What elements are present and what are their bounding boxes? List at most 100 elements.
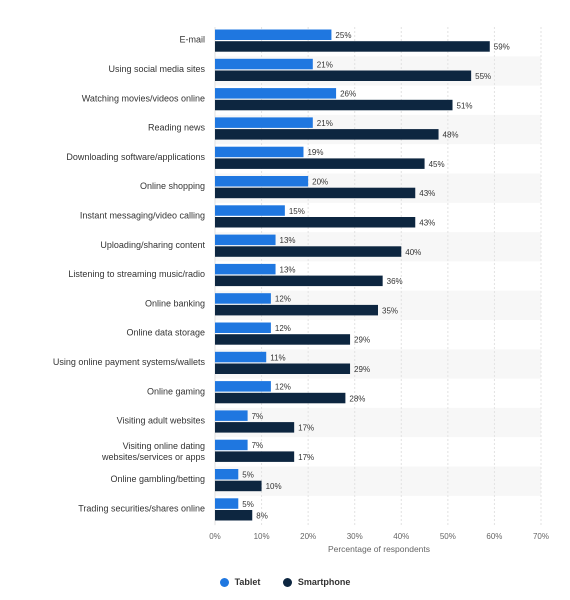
data-label: 45% — [429, 160, 445, 169]
data-label: 21% — [317, 119, 333, 128]
category-label: Trading securities/shares online — [78, 503, 205, 513]
category-label: Using online payment systems/wallets — [53, 357, 206, 367]
bar-smartphone[interactable] — [215, 275, 383, 287]
bar-tablet[interactable] — [215, 234, 276, 246]
data-label: 12% — [275, 383, 291, 392]
category-label: Uploading/sharing content — [100, 240, 205, 250]
x-axis-title: Percentage of respondents — [328, 544, 430, 554]
data-label: 5% — [242, 471, 254, 480]
data-label: 21% — [317, 60, 333, 69]
bar-smartphone[interactable] — [215, 187, 416, 199]
data-label: 7% — [252, 412, 264, 421]
category-label: Reading news — [148, 123, 206, 133]
category-label: Online gambling/betting — [110, 474, 205, 484]
bar-tablet[interactable] — [215, 29, 332, 41]
data-label: 29% — [354, 365, 370, 374]
x-tick-label: 70% — [533, 532, 549, 541]
data-label: 26% — [340, 90, 356, 99]
bar-smartphone[interactable] — [215, 363, 351, 375]
category-label: Listening to streaming music/radio — [68, 269, 205, 279]
data-label: 19% — [307, 148, 323, 157]
data-label: 29% — [354, 336, 370, 345]
category-labels: E-mail Using social media sites Watching m… — [53, 35, 206, 514]
x-tick-label: 20% — [300, 532, 316, 541]
x-tick-label: 60% — [486, 532, 502, 541]
data-label: 55% — [475, 72, 491, 81]
bar-tablet[interactable] — [215, 176, 309, 187]
category-label: E-mail — [179, 35, 205, 45]
bar-tablet[interactable] — [215, 439, 248, 451]
bar-smartphone[interactable] — [215, 480, 262, 492]
data-label: 10% — [266, 482, 282, 491]
bar-tablet[interactable] — [215, 146, 304, 158]
bar-smartphone[interactable] — [215, 129, 439, 140]
category-label: Watching movies/videos online — [82, 93, 205, 103]
bar-tablet[interactable] — [215, 351, 267, 363]
data-label: 43% — [419, 219, 435, 228]
category-label: Online data storage — [126, 328, 205, 338]
bar-tablet[interactable] — [215, 263, 276, 275]
data-label: 51% — [457, 101, 473, 110]
x-tick-label: 10% — [254, 532, 270, 541]
data-label: 17% — [298, 424, 314, 433]
category-label: Visiting adult websites — [117, 416, 206, 426]
data-label: 36% — [387, 277, 403, 286]
data-label: 17% — [298, 453, 314, 462]
legend-swatch-tablet — [219, 577, 229, 587]
bar-tablet[interactable] — [215, 293, 271, 304]
bar-smartphone[interactable] — [215, 422, 295, 433]
x-tick-label: 0% — [209, 532, 221, 541]
data-label: 35% — [382, 306, 398, 315]
data-label: 48% — [443, 131, 459, 140]
bar-tablet[interactable] — [215, 117, 313, 128]
data-label: 11% — [270, 353, 285, 362]
data-label: 15% — [289, 207, 305, 216]
category-label: Visiting online dating websites/services … — [101, 441, 206, 462]
data-label: 13% — [280, 236, 296, 245]
bar-smartphone[interactable] — [215, 41, 490, 52]
category-label: Using social media sites — [108, 64, 205, 74]
bar-smartphone[interactable] — [215, 510, 253, 521]
x-tick-label: 40% — [393, 532, 409, 541]
bar-tablet[interactable] — [215, 322, 271, 334]
legend-item-tablet[interactable]: Tablet — [219, 577, 261, 587]
bar-smartphone[interactable] — [215, 334, 351, 345]
bar-chart: 25% 59% 21% 55% 26% 51% 21% 48% 19% 45% 20% 43% 15% 4… — [53, 27, 549, 554]
data-label: 12% — [275, 295, 291, 304]
bar-tablet[interactable] — [215, 205, 285, 216]
x-tick-label: 50% — [440, 532, 456, 541]
bar-tablet[interactable] — [215, 410, 248, 421]
bar-smartphone[interactable] — [215, 304, 378, 316]
category-label: Instant messaging/video calling — [80, 210, 205, 220]
category-label: Downloading software/applications — [66, 152, 205, 162]
legend-swatch-smartphone — [282, 577, 292, 587]
bars: 25% 59% 21% 55% 26% 51% 21% 48% 19% 45% 20% 43% 15% 4… — [215, 29, 510, 521]
row-band — [215, 466, 541, 496]
bar-smartphone[interactable] — [215, 217, 416, 228]
bar-tablet[interactable] — [215, 469, 239, 480]
bar-smartphone[interactable] — [215, 392, 346, 404]
bar-smartphone[interactable] — [215, 451, 295, 462]
bar-tablet[interactable] — [215, 88, 337, 99]
x-tick-label: 30% — [347, 532, 363, 541]
bar-smartphone[interactable] — [215, 99, 453, 111]
data-label: 12% — [275, 324, 291, 333]
category-label: Online banking — [145, 298, 205, 308]
bar-smartphone[interactable] — [215, 246, 402, 257]
bar-tablet[interactable] — [215, 381, 271, 392]
legend-label-tablet: Tablet — [234, 577, 261, 587]
data-label: 25% — [335, 31, 351, 40]
data-label: 20% — [312, 178, 328, 187]
bar-smartphone[interactable] — [215, 158, 425, 169]
data-label: 5% — [242, 500, 254, 509]
bar-tablet[interactable] — [215, 498, 239, 509]
data-label: 7% — [252, 441, 264, 450]
bar-tablet[interactable] — [215, 58, 313, 70]
legend-item-smartphone[interactable]: Smartphone — [282, 577, 351, 587]
legend-label-smartphone: Smartphone — [297, 577, 351, 587]
category-label: Online gaming — [147, 386, 205, 396]
data-label: 13% — [280, 265, 296, 274]
bar-smartphone[interactable] — [215, 70, 472, 82]
data-label: 59% — [494, 43, 510, 52]
x-axis-ticks: 0% 10% 20% 30% 40% 50% 60% 70% — [209, 532, 549, 541]
